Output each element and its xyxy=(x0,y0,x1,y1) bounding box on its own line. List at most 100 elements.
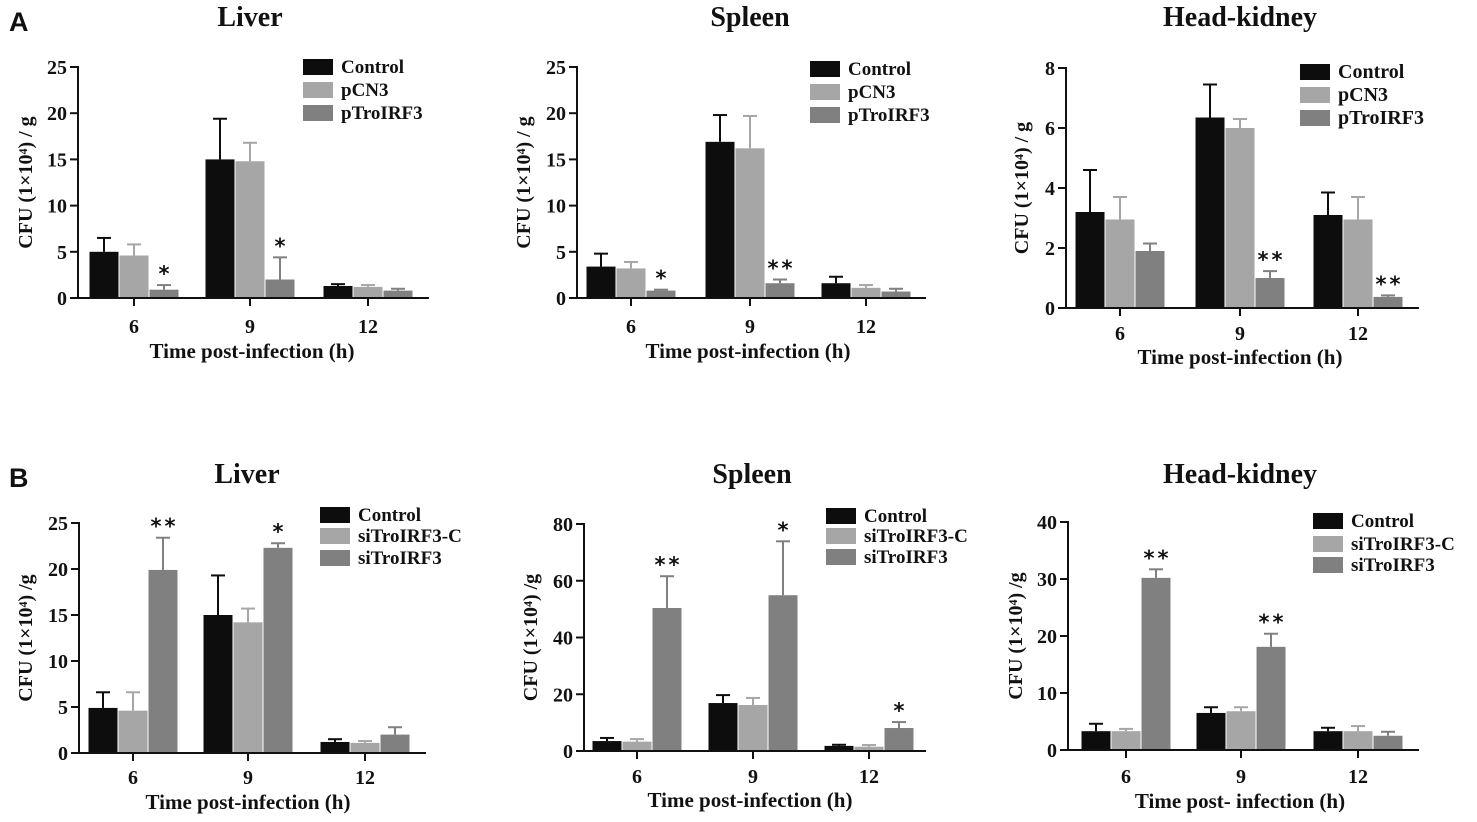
bar-control-9h xyxy=(705,141,735,298)
chart-a-liver: Liver 0 5 10 15 20 25 6 9 12 * * ControlpCN3pTroIRF3… xyxy=(15,2,429,363)
bar-sitroirf3-c-9h xyxy=(1226,711,1256,750)
bar-pcn3-6h xyxy=(616,268,646,298)
y-tick-label: 20 xyxy=(48,559,68,581)
significance-label: ** xyxy=(768,257,796,281)
bar-sitroirf3-12h xyxy=(380,734,410,753)
x-tick-label: 9 xyxy=(748,766,758,788)
x-tick-label: 6 xyxy=(129,316,139,338)
y-tick-label: 6 xyxy=(1045,118,1055,140)
y-tick-label: 0 xyxy=(1045,298,1055,320)
y-tick-label: 10 xyxy=(546,196,566,218)
x-tick-label: 9 xyxy=(1235,323,1245,345)
bar-sitroirf3-12h xyxy=(884,728,914,751)
chart-title: Liver xyxy=(217,2,282,33)
x-tick-label: 6 xyxy=(632,766,642,788)
y-axis-label: CFU (1×10⁴) / g xyxy=(1011,122,1033,254)
y-tick-label: 5 xyxy=(57,242,67,264)
bar-ptroirf3-9h xyxy=(765,283,795,298)
y-tick-label: 25 xyxy=(48,513,68,535)
y-axis-label: CFU (1×10⁴) / g xyxy=(513,116,535,248)
significance-label: * xyxy=(778,518,792,542)
significance-label: ** xyxy=(1144,546,1172,570)
x-tick-label: 6 xyxy=(1115,323,1125,345)
x-tick-label: 12 xyxy=(859,766,879,788)
legend-label-sitroirf3-c: siTroIRF3-C xyxy=(358,526,462,547)
bar-pcn3-6h xyxy=(119,255,149,298)
y-tick-label: 2 xyxy=(1045,238,1055,260)
y-axis-label: CFU (1×10⁴) / g xyxy=(15,116,37,248)
chart-title: Liver xyxy=(214,459,279,490)
bar-ptroirf3-9h xyxy=(265,279,295,298)
legend-label-ptroirf3: pTroIRF3 xyxy=(1338,107,1424,129)
bar-sitroirf3-c-6h xyxy=(118,710,148,753)
legend-label-pcn3: pCN3 xyxy=(848,82,896,103)
bar-control-12h xyxy=(1313,731,1343,750)
y-tick-label: 15 xyxy=(546,149,566,171)
y-tick-label: 30 xyxy=(1037,569,1057,591)
x-tick-label: 9 xyxy=(243,767,253,789)
x-tick-label: 12 xyxy=(1348,766,1368,788)
y-tick-label: 25 xyxy=(546,57,566,79)
bar-sitroirf3-12h xyxy=(1373,735,1403,750)
significance-label: * xyxy=(894,699,908,723)
legend-label-ptroirf3: pTroIRF3 xyxy=(848,105,930,126)
legend-swatch-control xyxy=(320,507,350,523)
bars xyxy=(89,117,413,298)
legend-swatch-sitroirf3 xyxy=(826,549,856,565)
x-tick-label: 6 xyxy=(626,316,636,338)
y-tick-label: 0 xyxy=(556,288,566,310)
x-tick-label: 6 xyxy=(1121,766,1131,788)
bar-pcn3-12h xyxy=(851,287,881,298)
y-tick-label: 0 xyxy=(563,741,573,763)
legend-swatch-sitroirf3-c xyxy=(320,528,350,544)
y-tick-label: 0 xyxy=(57,288,67,310)
y-tick-label: 20 xyxy=(553,684,573,706)
chart-a-head-kidney: Head-kidney 0 2 4 6 8 6 9 12 ** ** ControlpCN3pTroI… xyxy=(1011,2,1424,369)
legend-swatch-pcn3 xyxy=(810,84,840,100)
bar-pcn3-6h xyxy=(1105,219,1135,308)
x-tick-label: 9 xyxy=(745,316,755,338)
y-tick-label: 8 xyxy=(1045,58,1055,80)
x-tick-label: 12 xyxy=(358,316,378,338)
x-tick-label: 9 xyxy=(245,316,255,338)
bar-sitroirf3-c-9h xyxy=(233,622,263,753)
legend-label-pcn3: pCN3 xyxy=(1338,84,1388,106)
bar-sitroirf3-c-6h xyxy=(622,741,652,751)
bar-sitroirf3-c-12h xyxy=(854,746,884,751)
bar-ptroirf3-12h xyxy=(383,290,413,298)
legend-swatch-sitroirf3 xyxy=(320,550,350,566)
y-axis-label: CFU (1×10⁴) /g xyxy=(1005,572,1027,699)
chart-title: Spleen xyxy=(712,459,792,490)
legend-swatch-control xyxy=(1313,513,1343,529)
y-tick-label: 40 xyxy=(553,628,573,650)
bars xyxy=(1081,568,1403,750)
y-tick-label: 5 xyxy=(58,697,68,719)
y-tick-label: 40 xyxy=(1037,512,1057,534)
chart-title: Head-kidney xyxy=(1163,459,1317,490)
bar-control-9h xyxy=(708,703,738,751)
chart-title: Spleen xyxy=(710,2,790,33)
bar-sitroirf3-9h xyxy=(768,595,798,751)
bars xyxy=(592,540,914,751)
chart-title: Head-kidney xyxy=(1163,2,1317,33)
bar-ptroirf3-6h xyxy=(1135,251,1165,308)
bar-sitroirf3-c-12h xyxy=(1343,731,1373,750)
legend-label-control: Control xyxy=(358,505,421,526)
bar-pcn3-12h xyxy=(1343,219,1373,308)
y-tick-label: 20 xyxy=(546,103,566,125)
bar-ptroirf3-9h xyxy=(1255,278,1285,308)
legend-label-sitroirf3-c: siTroIRF3-C xyxy=(864,526,968,547)
legend-swatch-control xyxy=(303,59,333,75)
bar-sitroirf3-6h xyxy=(148,569,178,753)
bar-control-9h xyxy=(203,615,233,753)
bar-sitroirf3-6h xyxy=(1141,577,1171,750)
y-tick-label: 10 xyxy=(47,196,67,218)
significance-label: * xyxy=(273,520,287,544)
